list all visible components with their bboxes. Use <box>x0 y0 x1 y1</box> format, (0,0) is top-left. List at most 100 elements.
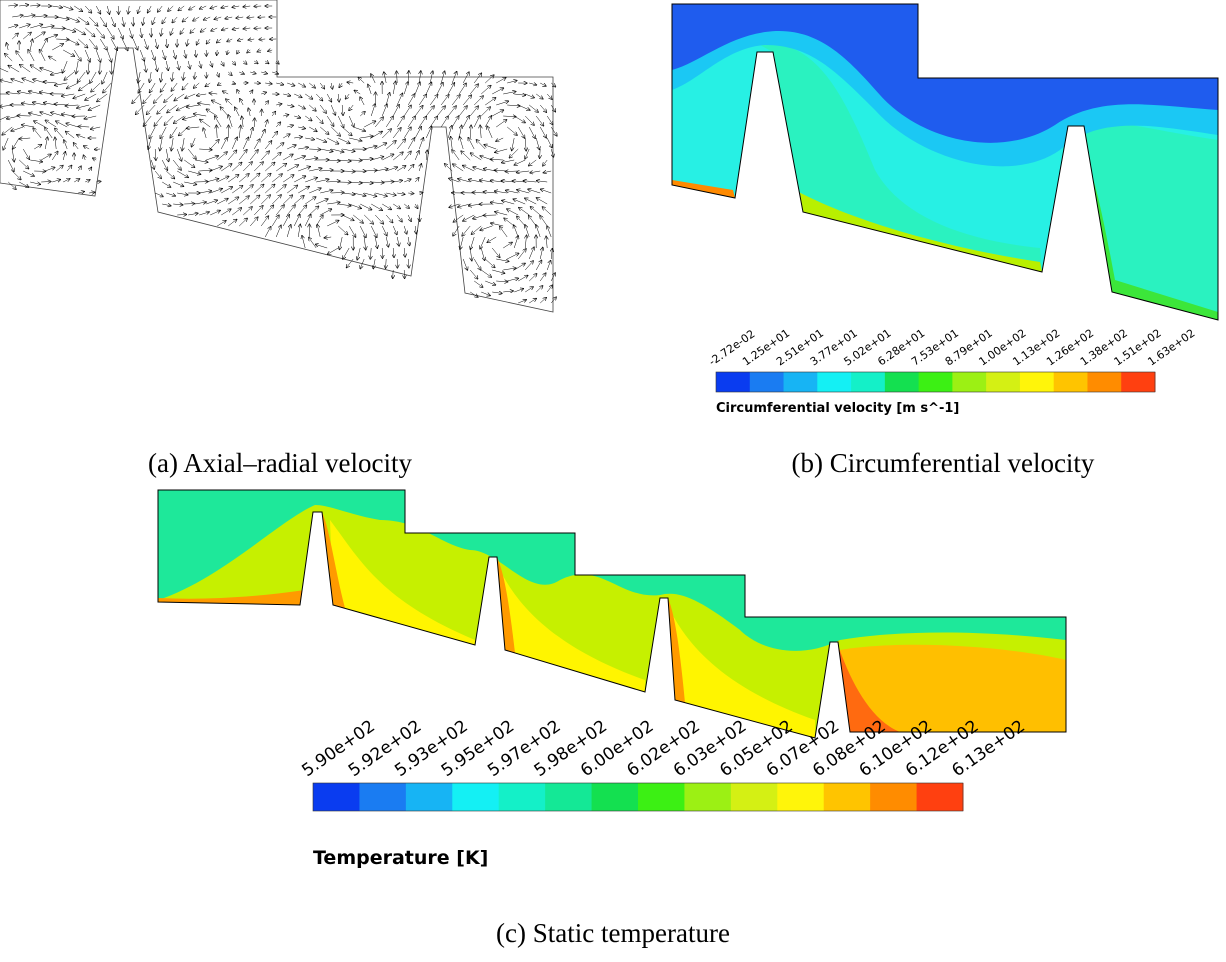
caption: (b) Circumferential velocity <box>792 448 1095 478</box>
velocity-vector <box>173 181 184 186</box>
velocity-vector <box>67 16 79 22</box>
velocity-vector <box>73 49 81 61</box>
velocity-vector <box>250 90 253 95</box>
velocity-vector <box>272 111 275 117</box>
velocity-vector <box>200 27 207 32</box>
velocity-vector <box>331 126 340 136</box>
velocity-vector <box>393 180 402 182</box>
velocity-vector <box>0 67 9 73</box>
velocity-vector <box>539 104 546 112</box>
velocity-vector <box>148 137 152 149</box>
velocity-vector <box>265 162 275 172</box>
velocity-vector <box>78 191 84 193</box>
velocity-vector <box>485 258 495 268</box>
velocity-vector <box>519 207 530 216</box>
velocity-vector <box>84 5 91 13</box>
velocity-vector <box>479 180 493 182</box>
velocity-vector <box>338 204 351 206</box>
velocity-vector <box>514 115 525 123</box>
velocity-vector <box>470 153 482 161</box>
velocity-vector <box>392 105 399 117</box>
velocity-vector <box>525 287 533 293</box>
velocity-vector <box>342 171 355 172</box>
contour-fill <box>795 190 1042 272</box>
velocity-vector <box>481 107 490 117</box>
velocity-vector <box>374 117 383 128</box>
velocity-vector <box>221 209 231 216</box>
velocity-vector <box>496 120 507 128</box>
velocity-vector <box>30 182 40 184</box>
velocity-vector <box>309 126 317 132</box>
velocity-vector <box>492 110 503 117</box>
velocity-vector <box>458 106 467 117</box>
velocity-vector <box>91 82 101 92</box>
velocity-vector <box>99 38 107 50</box>
velocity-vector <box>272 174 282 183</box>
velocity-vector <box>496 101 508 106</box>
velocity-vector <box>473 167 486 172</box>
velocity-vector <box>34 144 41 150</box>
velocity-vector <box>371 203 382 210</box>
velocity-vector <box>349 182 362 183</box>
velocity-vector <box>309 237 317 249</box>
velocity-vector <box>187 148 196 159</box>
velocity-vector <box>282 215 289 227</box>
velocity-vector <box>40 112 53 117</box>
velocity-vector <box>539 126 546 138</box>
velocity-vector <box>217 176 229 183</box>
velocity-vector <box>327 160 340 161</box>
velocity-vector <box>546 236 547 249</box>
velocity-vector <box>128 5 129 14</box>
velocity-vector <box>184 159 195 168</box>
velocity-vector <box>551 148 553 157</box>
velocity-vector <box>305 138 314 140</box>
velocity-vector <box>178 5 185 11</box>
velocity-vector <box>272 72 278 74</box>
velocity-vector <box>261 72 267 74</box>
contour-plot <box>158 490 1066 738</box>
velocity-vector <box>451 95 460 106</box>
contour-fill <box>158 590 305 605</box>
velocity-vector <box>418 116 426 128</box>
velocity-vector <box>294 156 305 161</box>
velocity-vector <box>12 33 18 40</box>
velocity-vector <box>294 196 304 205</box>
velocity-vector <box>195 202 206 204</box>
velocity-vector <box>551 82 555 87</box>
velocity-vector <box>216 38 222 43</box>
velocity-vector <box>200 119 211 128</box>
velocity-vector <box>248 108 250 117</box>
velocity-vector <box>167 104 178 113</box>
velocity-vector <box>237 90 239 95</box>
velocity-vector <box>121 38 128 51</box>
velocity-vector <box>425 106 434 117</box>
velocity-vector <box>294 116 300 118</box>
velocity-vector <box>523 181 537 182</box>
velocity-vector <box>221 187 232 194</box>
velocity-vector <box>440 71 445 84</box>
velocity-vector <box>30 65 42 73</box>
velocity-vector <box>170 27 173 35</box>
velocity-vector <box>525 93 534 98</box>
velocity-vector <box>99 16 106 27</box>
velocity-vector <box>529 274 537 282</box>
velocity-vector <box>327 220 339 227</box>
velocity-vector <box>154 93 163 103</box>
colorbar-frame <box>715 371 1156 393</box>
velocity-vector <box>23 170 34 176</box>
velocity-vector <box>276 83 284 85</box>
velocity-vector <box>22 148 29 159</box>
velocity-vector <box>157 5 163 12</box>
velocity-vector <box>507 278 518 282</box>
velocity-vector <box>349 104 354 111</box>
velocity-vector <box>309 168 322 172</box>
velocity-vector <box>287 125 293 127</box>
velocity-vector <box>458 179 471 183</box>
velocity-vector <box>342 104 343 116</box>
velocity-vector <box>452 150 460 161</box>
velocity-vector <box>19 24 30 29</box>
velocity-vector <box>353 192 366 196</box>
velocity-vector <box>155 60 157 71</box>
colorbar-title: Circumferential velocity [m s^-1] <box>716 401 959 416</box>
